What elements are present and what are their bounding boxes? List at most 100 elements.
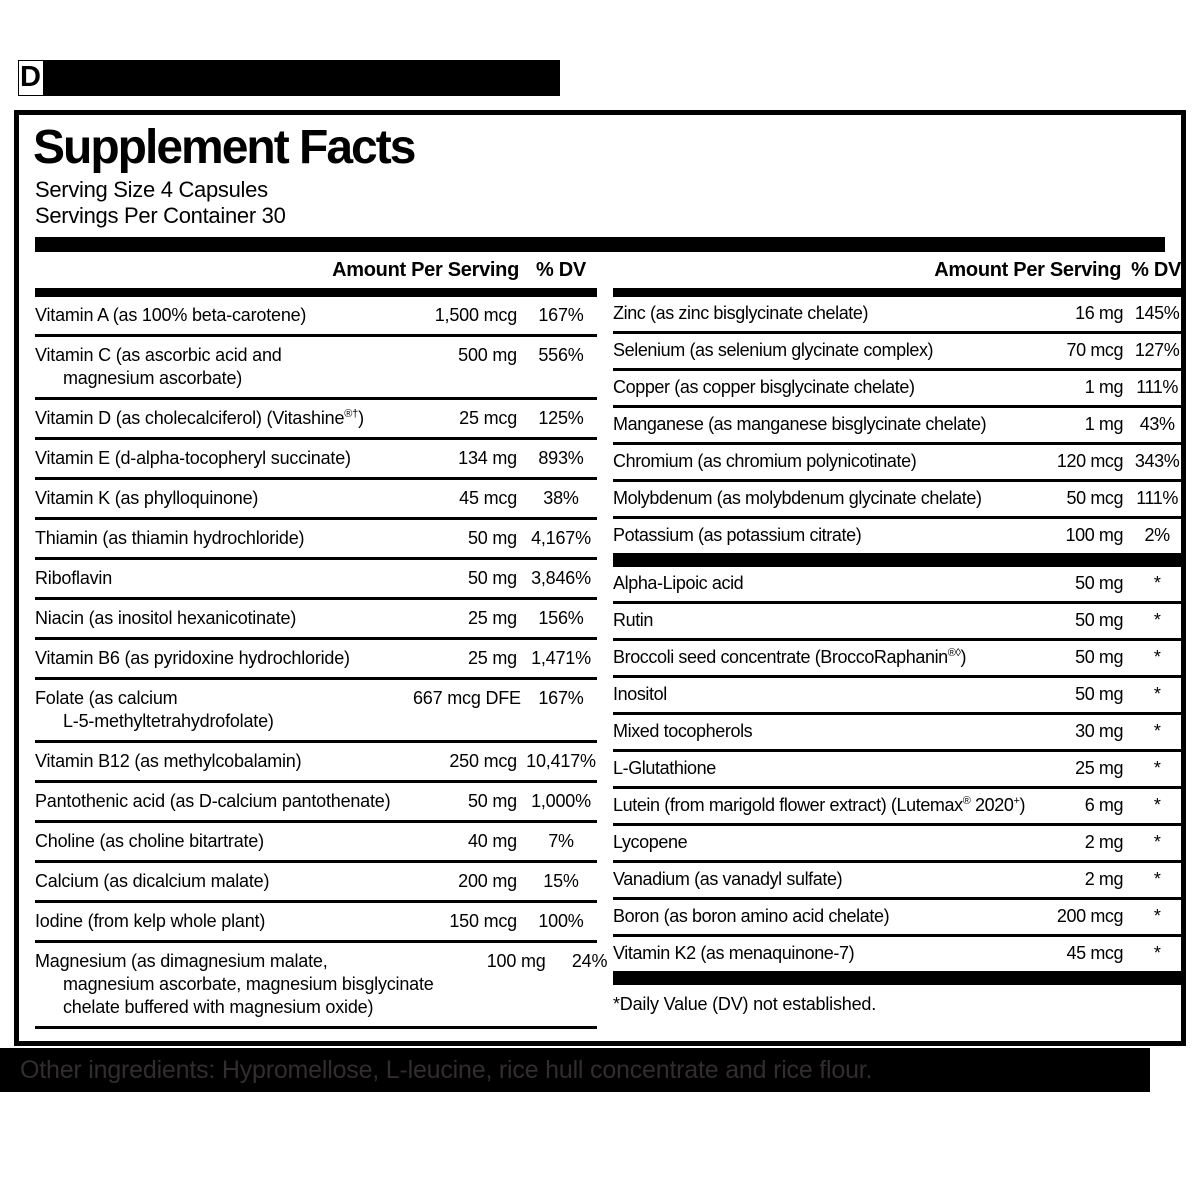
table-row: L-Glutathione 25 mg * [613,752,1186,789]
ingredient-name: Alpha-Lipoic acid [613,573,744,593]
right-other-ingredients-table: Alpha-Lipoic acid 50 mg * Rutin 50 mg * Brocco… [613,567,1186,971]
amount-per-serving-header: Amount Per Serving [332,258,519,281]
amount-per-serving-value: 1 mg [1084,377,1124,397]
ingredient-name: Vanadium (as vanadyl sulfate) [613,869,843,889]
table-row: Vanadium (as vanadyl sulfate) 2 mg * [613,863,1186,900]
daily-value-percent: 111% [1136,377,1179,397]
ingredient-name: Vitamin C (as ascorbic acid and magnesium… [35,345,282,388]
daily-value-percent: * [1153,869,1161,889]
left-column-header: Amount Per Serving % DV [35,252,597,288]
serving-size: Serving Size 4 Capsules [35,177,268,202]
daily-value-percent: 100% [538,911,584,931]
ingredient-name: Lycopene [613,832,688,852]
redacted-product-name-bar: D [18,60,560,96]
servings-per-container: Servings Per Container 30 [35,203,286,228]
other-ingredients-bar: Other ingredients: Hypromellose, L-leuci… [0,1048,1150,1092]
amount-per-serving-value: 6 mg [1084,795,1124,815]
daily-value-percent: 111% [1136,488,1179,508]
ingredient-name: Selenium (as selenium glycinate complex) [613,340,934,360]
ingredient-name: Lutein (from marigold flower extract) (L… [613,795,1026,815]
table-row: Calcium (as dicalcium malate) 200 mg 15% [35,863,597,903]
daily-value-percent: * [1153,647,1161,667]
table-row: Vitamin A (as 100% beta-carotene) 1,500 m… [35,297,597,337]
ingredient-name: L-Glutathione [613,758,716,778]
table-row: Zinc (as zinc bisglycinate chelate) 16 mg… [613,297,1186,334]
daily-value-percent: * [1153,758,1161,778]
daily-value-percent: 893% [538,448,584,468]
table-row: Chromium (as chromium polynicotinate) 120… [613,445,1186,482]
ingredient-name: Chromium (as chromium polynicotinate) [613,451,917,471]
amount-per-serving-value: 200 mcg [1056,906,1124,926]
daily-value-percent: 15% [543,871,579,891]
amount-per-serving-value: 134 mg [458,448,517,468]
right-column-header: Amount Per Serving % DV [613,252,1185,288]
ingredient-name: Boron (as boron amino acid chelate) [613,906,890,926]
daily-value-percent: 125% [538,408,584,428]
ingredient-name: Calcium (as dicalcium malate) [35,871,270,891]
right-minerals-table: Zinc (as zinc bisglycinate chelate) 16 mg… [613,297,1186,553]
amount-per-serving-value: 667 mcg DFE [413,688,521,708]
table-row: Vitamin B6 (as pyridoxine hydrochloride)… [35,640,597,680]
ingredient-name: Vitamin B12 (as methylcobalamin) [35,751,302,771]
section-divider-bar [613,553,1186,567]
daily-value-percent: 167% [538,688,584,708]
amount-per-serving-value: 50 mg [467,528,517,548]
daily-value-percent: * [1153,906,1161,926]
panel-title: Supplement Facts [33,121,416,174]
amount-per-serving-value: 25 mg [1075,758,1124,778]
amount-per-serving-value: 50 mg [1075,573,1124,593]
ingredient-name: Niacin (as inositol hexanicotinate) [35,608,297,628]
amount-per-serving-value: 100 mg [1065,525,1124,545]
ingredient-name: Vitamin E (d-alpha-tocopheryl succinate) [35,448,351,468]
ingredient-name: Molybdenum (as molybdenum glycinate chel… [613,488,982,508]
table-row: Pantothenic acid (as D-calcium pantothen… [35,783,597,823]
amount-per-serving-value: 250 mcg [449,751,517,771]
right-column: Amount Per Serving % DV Zinc (as zinc bi… [613,252,1186,1038]
amount-per-serving-value: 100 mg [486,951,546,971]
daily-value-percent: 7% [548,831,574,851]
ingredient-name: Rutin [613,610,654,630]
column-header-bar [613,288,1186,297]
ingredient-name: Thiamin (as thiamin hydrochloride) [35,528,305,548]
table-row: Vitamin E (d-alpha-tocopheryl succinate)… [35,440,597,480]
table-row: Lutein (from marigold flower extract) (L… [613,789,1186,826]
daily-value-percent: 127% [1134,340,1180,360]
amount-per-serving-value: 2 mg [1084,869,1124,889]
table-row: Molybdenum (as molybdenum glycinate chel… [613,482,1186,519]
daily-value-percent: 3,846% [531,568,591,588]
amount-per-serving-value: 200 mg [458,871,517,891]
daily-value-percent: 145% [1134,303,1180,323]
amount-per-serving-value: 50 mg [1075,647,1124,667]
daily-value-percent: 43% [1139,414,1175,434]
table-row: Inositol 50 mg * [613,678,1186,715]
table-row: Rutin 50 mg * [613,604,1186,641]
table-row: Niacin (as inositol hexanicotinate) 25 mg… [35,600,597,640]
table-row: Magnesium (as dimagnesium malate, magnesi… [35,943,608,1029]
table-row: Vitamin B12 (as methylcobalamin) 250 mcg 1… [35,743,597,783]
ingredient-name: Folate (as calcium L-5-methyltetrahydrofo… [35,688,274,731]
table-row: Vitamin K2 (as menaquinone-7) 45 mcg * [613,937,1185,971]
table-row: Boron (as boron amino acid chelate) 200 m… [613,900,1186,937]
daily-value-percent: 156% [538,608,584,628]
amount-per-serving-value: 500 mg [458,345,517,365]
ingredient-name: Potassium (as potassium citrate) [613,525,862,545]
redacted-visible-letter: D [19,61,43,95]
ingredient-name: Zinc (as zinc bisglycinate chelate) [613,303,869,323]
daily-value-percent: 167% [538,305,584,325]
amount-per-serving-value: 150 mcg [449,911,517,931]
daily-value-percent: * [1153,721,1161,741]
column-header-bar [35,288,597,297]
table-row: Choline (as choline bitartrate) 40 mg 7% [35,823,597,863]
daily-value-percent: * [1153,832,1161,852]
daily-value-percent: * [1153,795,1161,815]
amount-per-serving-value: 50 mg [467,791,517,811]
daily-value-percent: 1,471% [531,648,591,668]
ingredient-name: Mixed tocopherols [613,721,753,741]
percent-dv-header: % DV [1131,258,1182,281]
table-row: Potassium (as potassium citrate) 100 mg 2% [613,519,1185,553]
amount-per-serving-value: 1 mg [1084,414,1124,434]
table-row: Vitamin D (as cholecalciferol) (Vitashin… [35,400,597,440]
table-row: Alpha-Lipoic acid 50 mg * [613,567,1186,604]
amount-per-serving-value: 2 mg [1084,832,1124,852]
daily-value-percent: 343% [1134,451,1180,471]
